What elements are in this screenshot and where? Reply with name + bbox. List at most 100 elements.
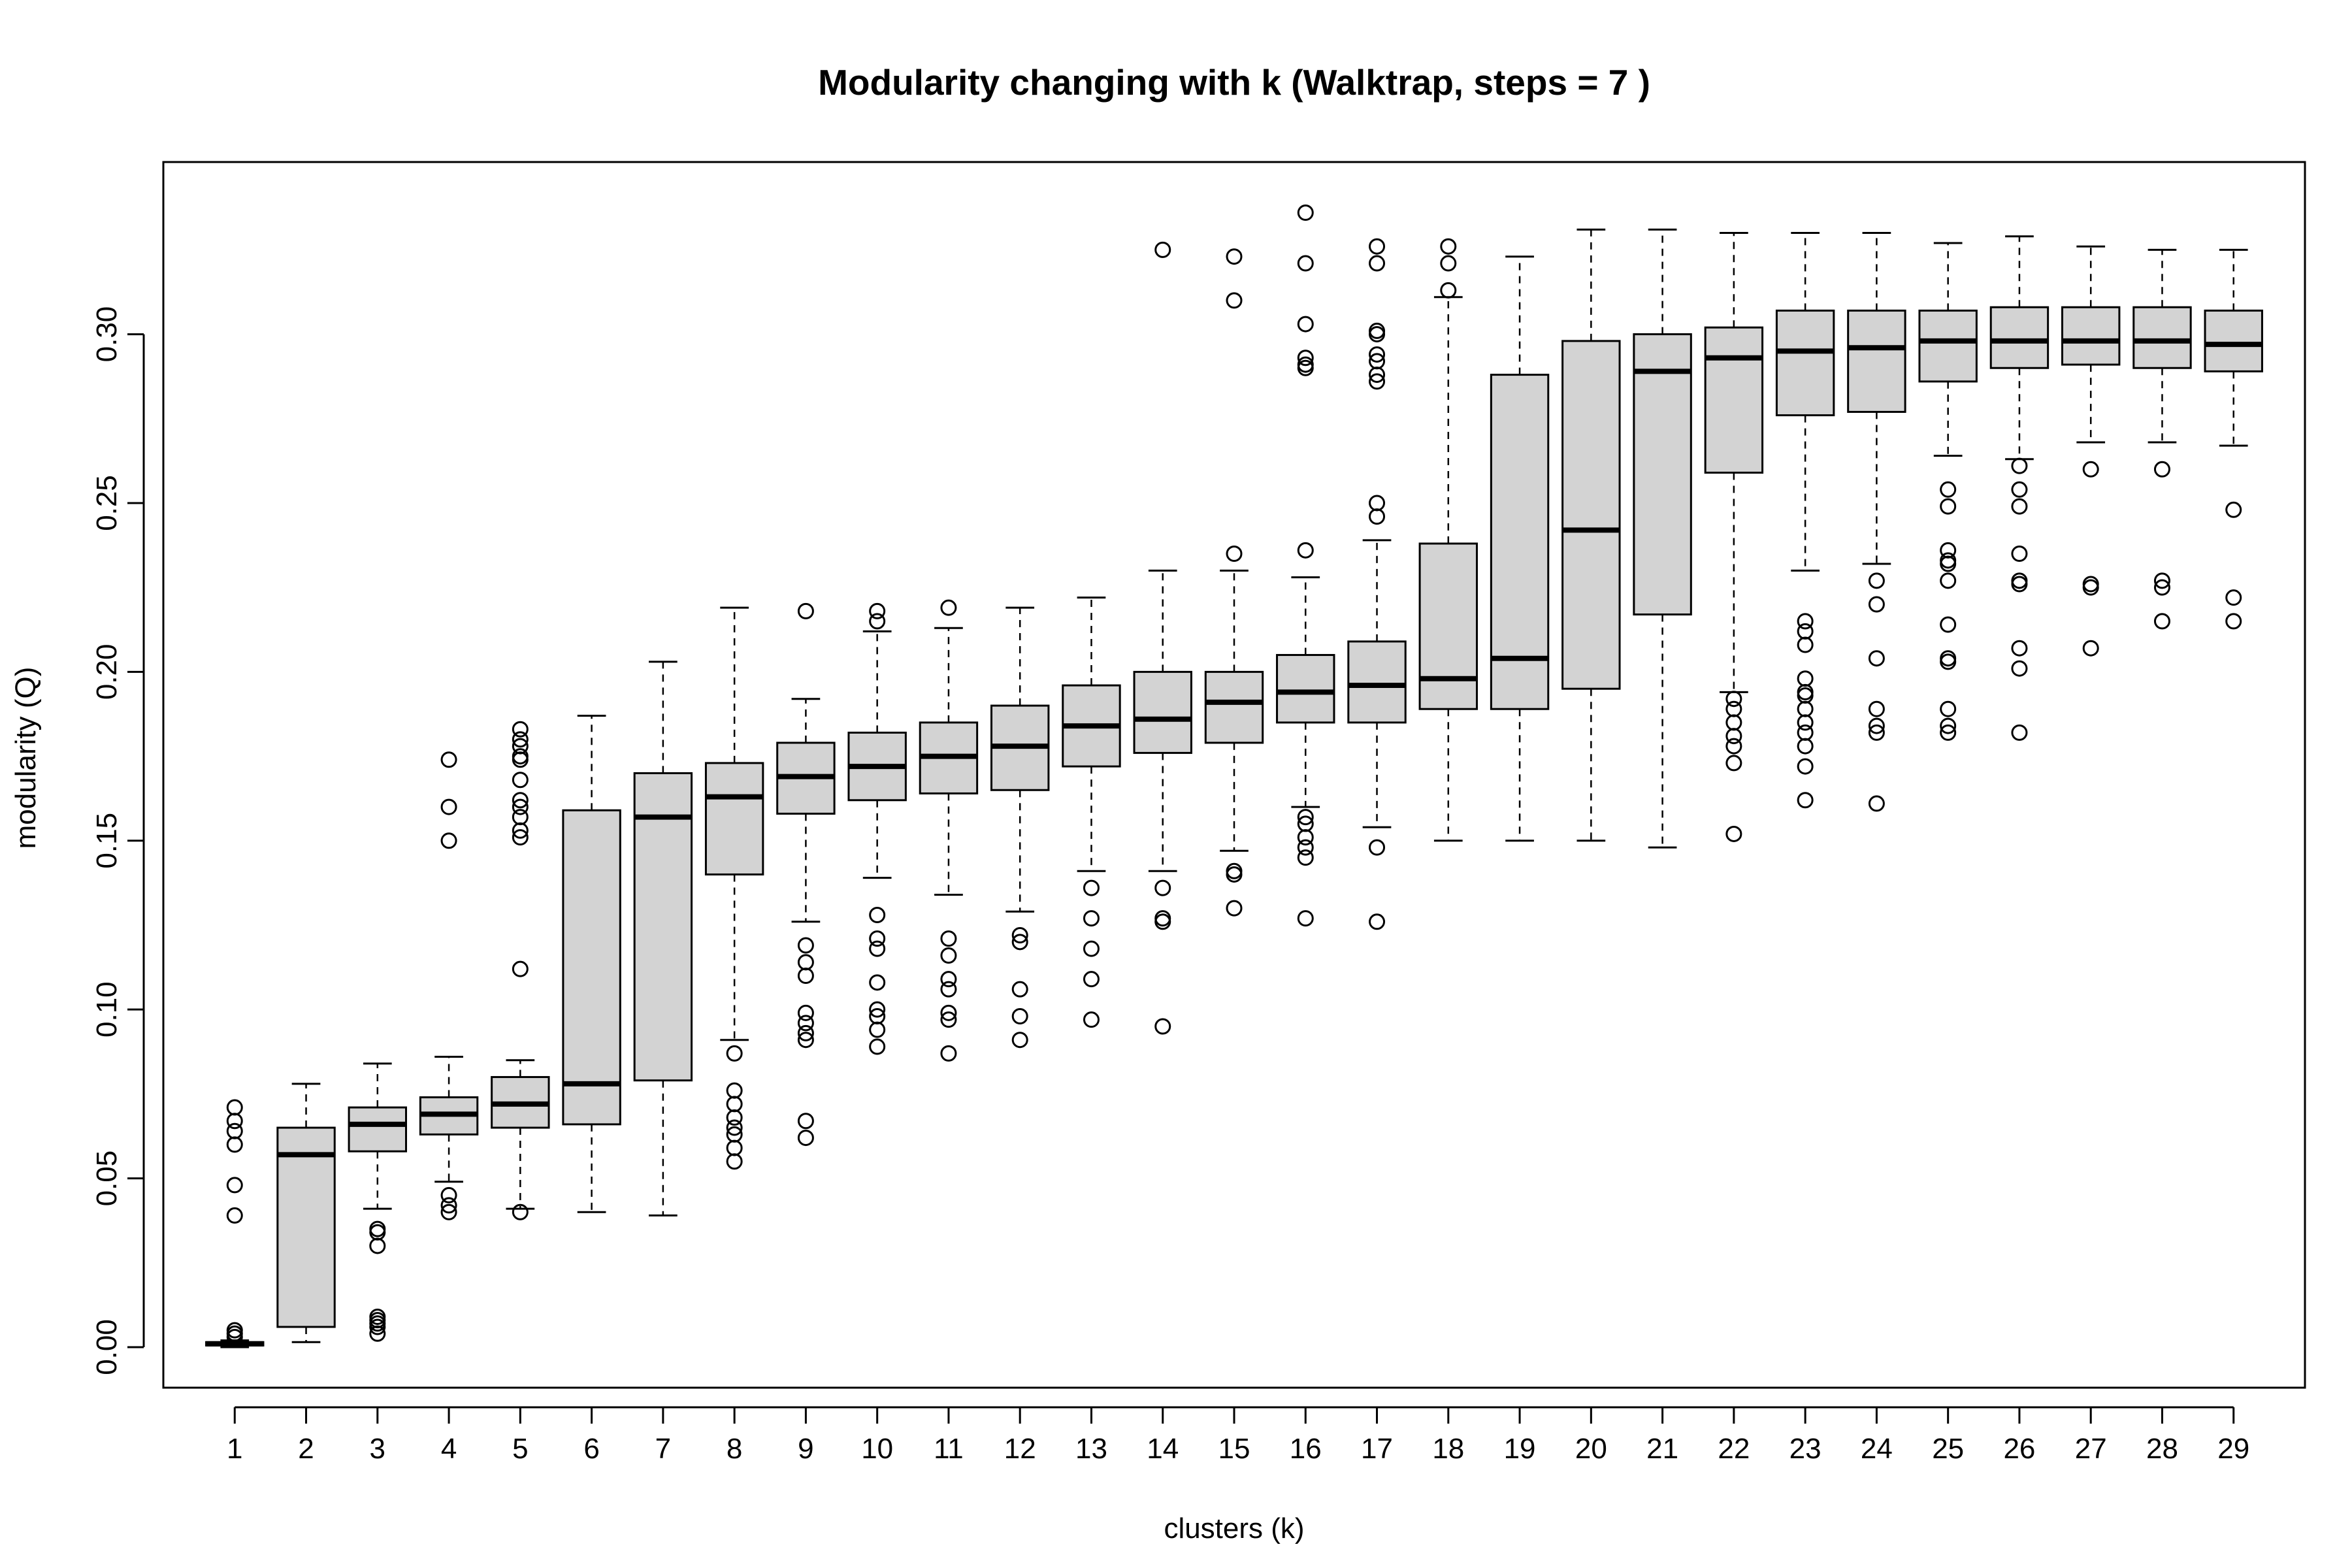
box-iqr <box>1775 309 1835 417</box>
outlier-point <box>1297 809 1314 826</box>
outlier-point <box>2153 579 2170 596</box>
outlier-point <box>940 1004 957 1021</box>
outlier-point <box>2011 724 2028 741</box>
outlier-point <box>1011 1032 1028 1049</box>
outlier-point <box>726 1082 743 1099</box>
outlier-point <box>797 602 814 619</box>
x-tick-label: 5 <box>512 1433 528 1465</box>
outlier-point <box>940 930 957 947</box>
outlier-point <box>1011 934 1028 951</box>
outlier-point <box>797 937 814 954</box>
outlier-point <box>512 798 529 815</box>
outlier-point <box>1440 238 1457 255</box>
box-iqr <box>1633 333 1692 616</box>
outlier-point <box>1868 795 1885 812</box>
outlier-point <box>1797 724 1814 741</box>
box-group-k17 <box>1347 238 1407 930</box>
plot-frame <box>162 161 2306 1389</box>
outlier-point <box>797 1113 814 1130</box>
outlier-point <box>1940 650 1957 667</box>
outlier-point <box>1797 613 1814 630</box>
outlier-point <box>512 731 529 748</box>
outlier-point <box>1011 1008 1028 1025</box>
x-tick-label: 23 <box>1789 1433 1821 1465</box>
outlier-point <box>2011 481 2028 498</box>
outlier-point <box>869 613 886 630</box>
outlier-point <box>2011 545 2028 562</box>
x-tick-label: 12 <box>1004 1433 1036 1465</box>
outlier-point <box>2153 572 2170 589</box>
outlier-point <box>940 971 957 988</box>
outlier-point <box>512 772 529 789</box>
chart-title: Modularity changing with k (Walktrap, st… <box>818 62 1650 103</box>
y-tick-label: 0.20 <box>91 644 123 700</box>
outlier-point <box>1725 755 1742 772</box>
box-group-k29 <box>2204 248 2263 630</box>
outlier-point <box>1440 282 1457 299</box>
outlier-point <box>440 1186 457 1203</box>
y-tick-label: 0.30 <box>91 306 123 363</box>
outlier-point <box>2225 613 2242 630</box>
outlier-point <box>2082 579 2099 596</box>
outlier-point <box>226 1136 243 1153</box>
box-group-k23 <box>1775 232 1835 809</box>
x-tick-label: 28 <box>2146 1433 2178 1465</box>
outlier-point <box>1154 910 1171 927</box>
outlier-point <box>1940 616 1957 633</box>
box-iqr <box>2204 309 2263 372</box>
outlier-point <box>940 1011 957 1028</box>
box-iqr <box>1490 374 1550 710</box>
y-tick-label: 0.10 <box>91 981 123 1037</box>
box-iqr <box>2061 306 2121 366</box>
outlier-point <box>1226 866 1243 883</box>
outlier-point <box>2011 640 2028 657</box>
x-tick-label: 15 <box>1218 1433 1250 1465</box>
outlier-point <box>1868 700 1885 717</box>
box-group-k19 <box>1490 255 1550 842</box>
x-tick-label: 18 <box>1432 1433 1464 1465</box>
outlier-point <box>1797 623 1814 640</box>
outlier-point <box>2082 576 2099 593</box>
outlier-point <box>2011 576 2028 593</box>
outlier-point <box>369 1220 386 1237</box>
outlier-point <box>1940 717 1957 734</box>
outlier-point <box>1868 650 1885 667</box>
outlier-point <box>1797 792 1814 809</box>
outlier-point <box>1868 717 1885 734</box>
outlier-point <box>869 1001 886 1018</box>
x-tick-label: 4 <box>441 1433 457 1465</box>
outlier-point <box>1297 350 1314 367</box>
x-tick-label: 22 <box>1718 1433 1750 1465</box>
outlier-point <box>869 602 886 619</box>
outlier-point <box>1297 849 1314 866</box>
outlier-point <box>512 960 529 977</box>
outlier-point <box>1440 255 1457 272</box>
y-axis: 0.00 0.05 0.10 0.15 0.20 0.25 0.30 <box>91 306 145 1375</box>
box-iqr <box>1418 542 1478 710</box>
outlier-point <box>1725 714 1742 731</box>
outlier-point <box>726 1153 743 1170</box>
outlier-point <box>869 940 886 957</box>
outlier-point <box>1369 238 1386 255</box>
outlier-point <box>2225 501 2242 518</box>
outlier-point <box>1297 359 1314 376</box>
outlier-point <box>1369 508 1386 525</box>
x-tick-label: 27 <box>2075 1433 2107 1465</box>
outlier-point <box>1940 555 1957 572</box>
x-tick-label: 8 <box>727 1433 742 1465</box>
outlier-point <box>797 954 814 971</box>
outlier-point <box>1940 481 1957 498</box>
box-iqr <box>1276 654 1335 724</box>
outlier-point <box>726 1096 743 1113</box>
outlier-point <box>512 1203 529 1220</box>
y-tick-label: 0.00 <box>91 1319 123 1375</box>
box-iqr <box>1847 309 1906 413</box>
x-axis-label: clusters (k) <box>1164 1512 1304 1544</box>
outlier-point <box>1940 572 1957 589</box>
x-tick-label: 3 <box>370 1433 385 1465</box>
outlier-point <box>2011 572 2028 589</box>
outlier-point <box>1725 691 1742 708</box>
outlier-point <box>1797 738 1814 755</box>
box-group-k13 <box>1062 596 1121 1028</box>
x-tick-label: 19 <box>1504 1433 1536 1465</box>
